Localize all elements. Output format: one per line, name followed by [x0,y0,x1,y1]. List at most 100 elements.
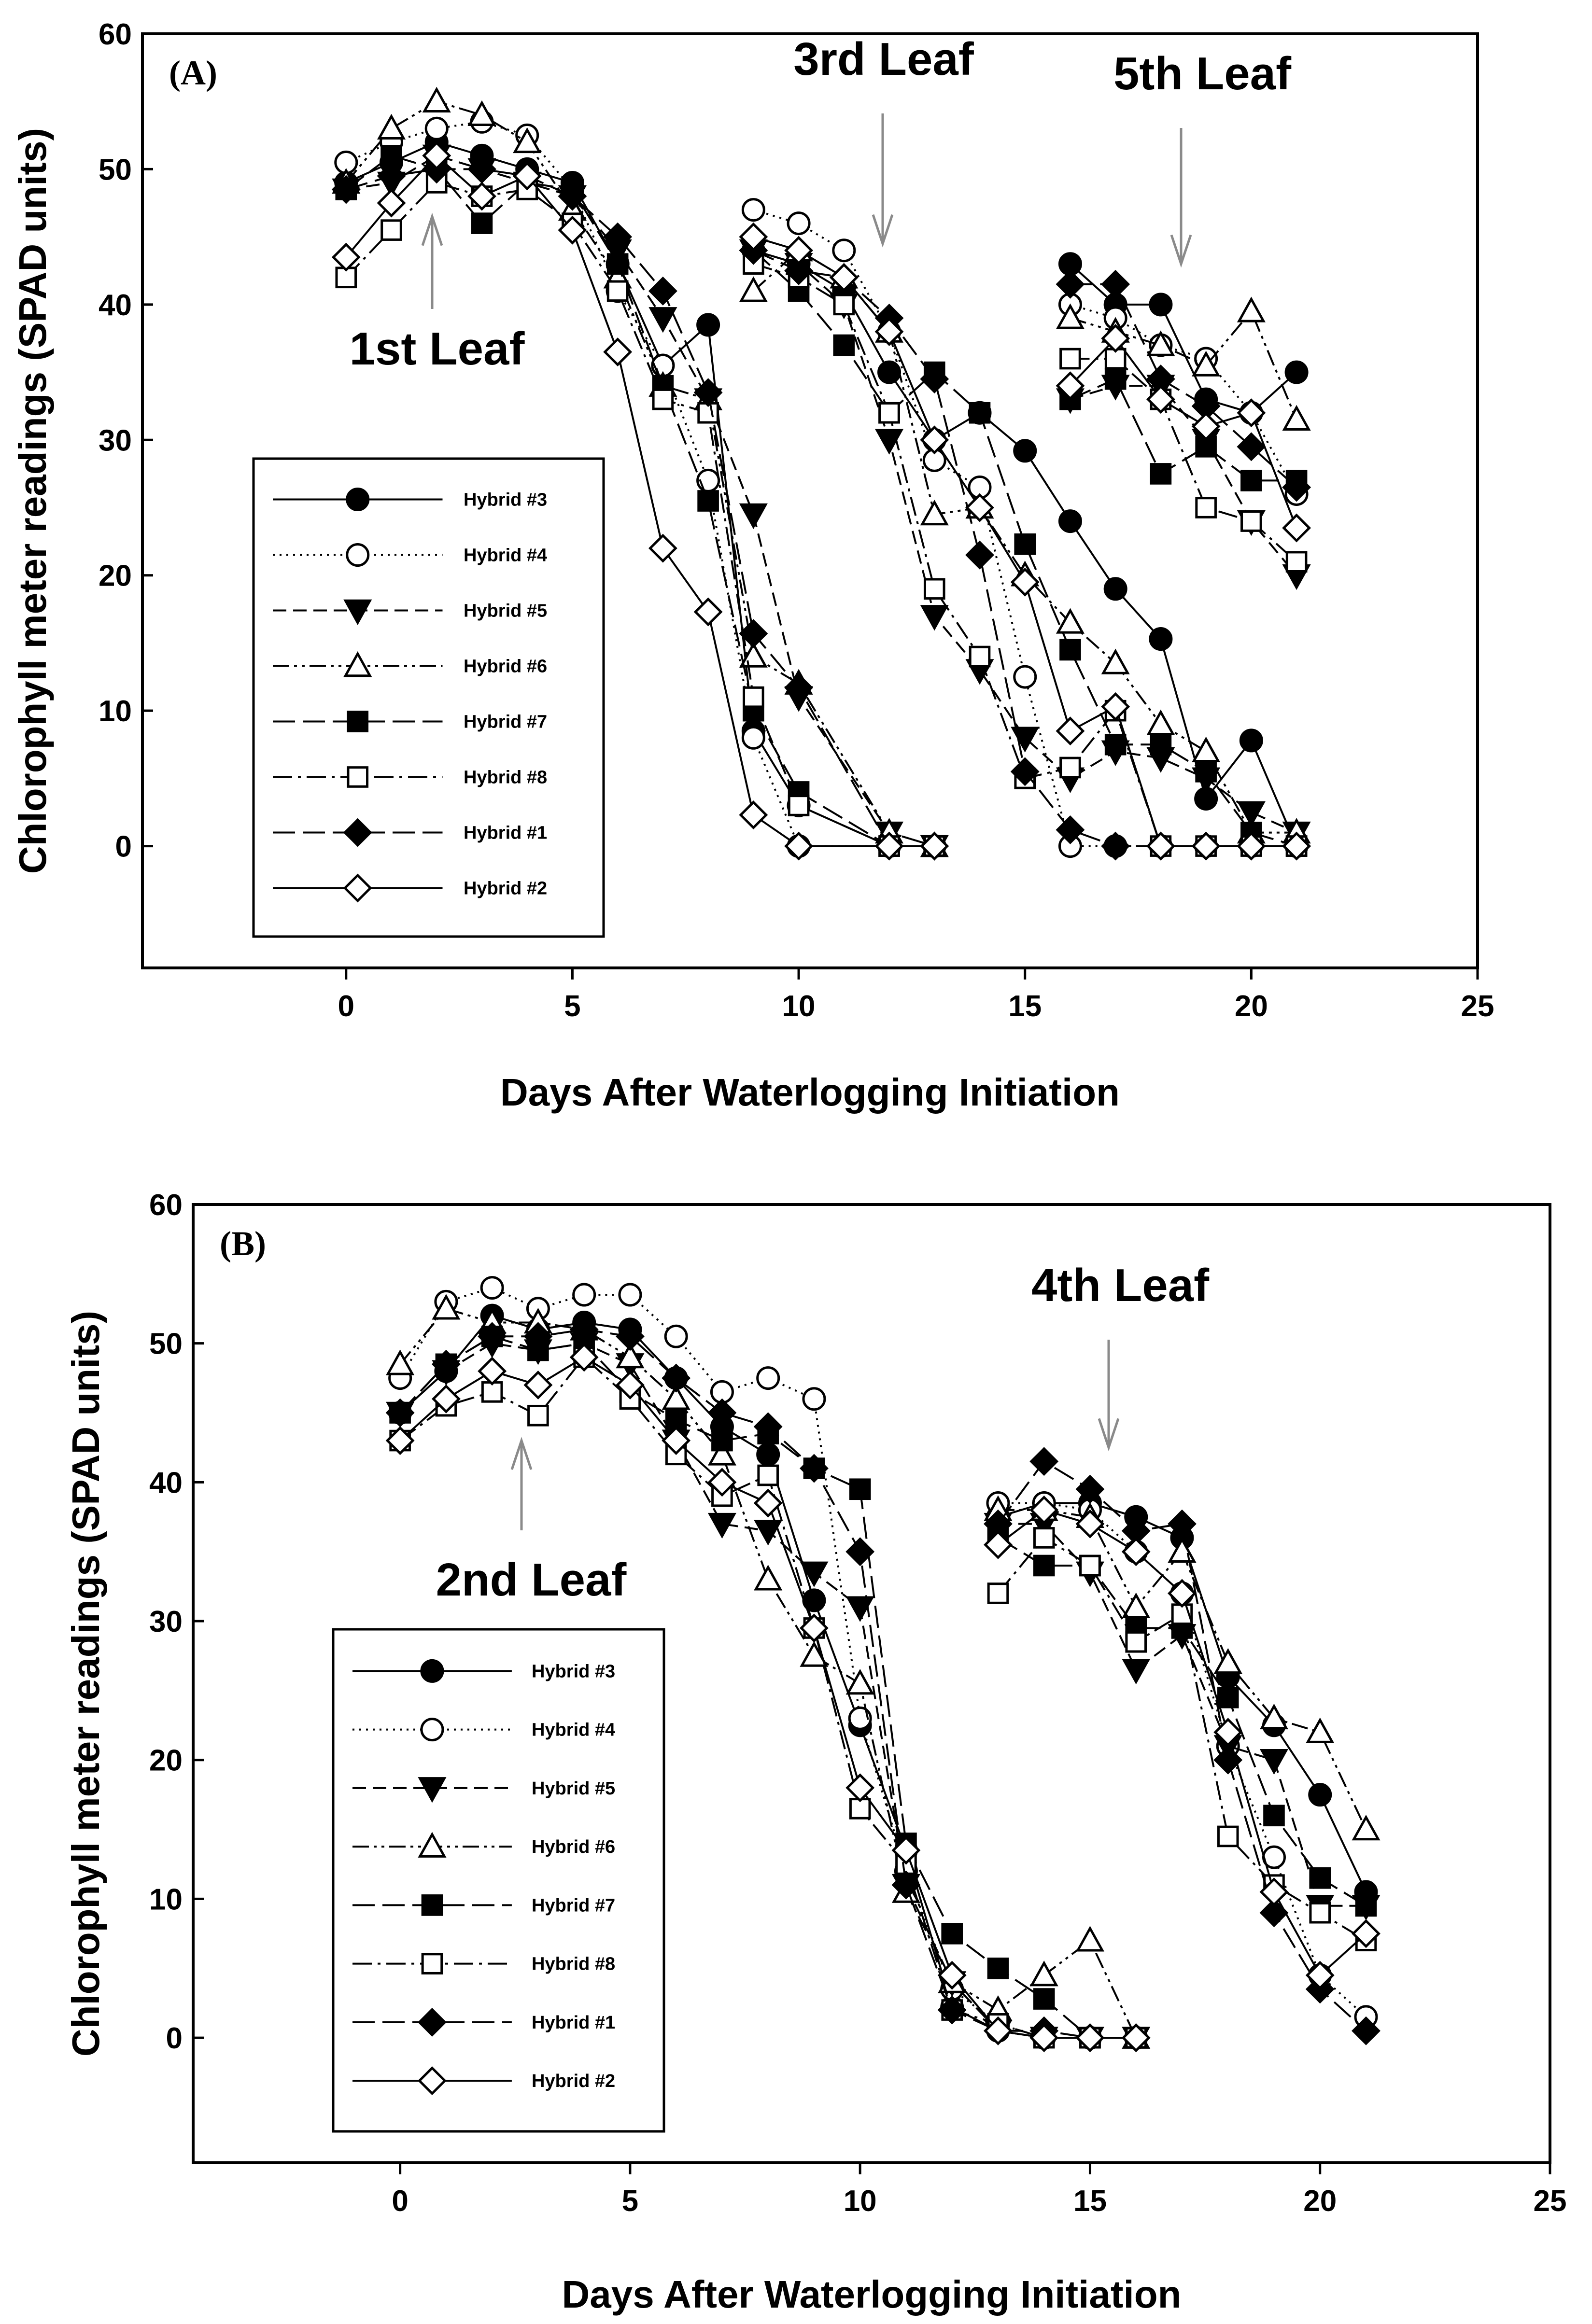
data-point [849,1478,871,1500]
data-point [1075,1926,1105,1952]
data-point [662,1384,690,1410]
data-point [431,1384,461,1414]
data-point [1282,831,1311,861]
x-tick-label: 5 [622,2184,638,2218]
data-point [1195,497,1217,518]
data-point [1213,1718,1243,1747]
data-point [848,1706,872,1730]
data-point [1217,1825,1239,1848]
data-point [424,116,449,140]
data-point [662,1426,691,1455]
data-point [1104,733,1127,756]
y-tick-label: 20 [99,560,132,593]
x-tick-label: 10 [844,2184,877,2218]
data-point [1309,1902,1331,1924]
data-point [987,1582,1009,1604]
data-point [1079,1554,1101,1577]
data-point [1121,2023,1151,2053]
data-point [385,1426,415,1455]
x-tick-label: 15 [1008,990,1042,1023]
x-tick-label: 0 [392,2184,408,2218]
data-point [1239,728,1263,753]
data-point [1121,1537,1151,1567]
data-point [923,578,945,600]
data-point [833,334,855,356]
legend-label: Hybrid #4 [532,1720,615,1740]
data-point [984,2016,1013,2045]
data-point [569,1315,599,1344]
data-point [523,1322,553,1351]
data-point [1010,757,1040,786]
data-point [1146,330,1175,356]
data-point [1305,1960,1335,1990]
legend-label: Hybrid #8 [532,1954,615,1974]
data-point [431,1349,461,1379]
data-point [1101,269,1130,299]
legend-label: Hybrid #6 [532,1837,615,1857]
x-tick-label: 0 [338,990,354,1023]
data-point [331,242,361,272]
data-point [987,1957,1009,1979]
data-point [648,307,677,333]
legend-label: Hybrid #1 [532,2013,615,2033]
x-tick-label: 20 [1235,990,1268,1023]
data-point [1075,1474,1105,1504]
data-point [1192,350,1221,377]
legend-marker [421,1894,443,1916]
plot-frame [141,32,1479,969]
data-point [1192,736,1221,763]
legend-label: Hybrid #3 [532,1661,615,1681]
data-point [527,1404,549,1427]
data-point [756,1442,780,1467]
data-point [739,222,768,252]
data-point [1059,639,1081,661]
legend-label: Hybrid #7 [532,1895,615,1916]
data-point [696,313,720,337]
leaf-annotation: 4th Leaf [1031,1260,1210,1311]
data-point [891,1870,921,1900]
legend-label: Hybrid #7 [464,712,547,732]
series-line [1070,309,1297,420]
legend-marker [347,766,369,788]
data-point [1056,269,1085,299]
data-point [788,795,810,816]
data-point [739,276,768,302]
data-point [664,1324,688,1348]
data-point [1033,1988,1055,2010]
data-point [741,726,765,750]
legend-marker [347,711,369,732]
data-point [799,1454,829,1483]
data-point [1013,665,1037,689]
data-point [569,1343,599,1372]
data-point [1168,1579,1197,1608]
legend-label: Hybrid #2 [464,879,547,899]
data-point [1010,567,1040,597]
data-point [965,540,994,570]
data-point [1101,324,1130,353]
data-point [1240,510,1262,532]
data-point [787,211,811,236]
data-point [711,1429,733,1452]
panel-label: (A) [169,54,217,92]
data-point [471,212,493,234]
y-tick-label: 10 [99,695,132,728]
data-point [467,100,496,126]
legend-marker [343,651,372,677]
arrow-head [510,1437,533,1470]
data-point [739,800,768,830]
data-point [920,425,949,455]
data-point [652,388,674,410]
legend-label: Hybrid #5 [532,1778,615,1799]
data-point [1352,2016,1381,2045]
data-point [845,1669,874,1695]
data-point [941,1923,963,1945]
data-point [877,360,902,384]
y-tick-label: 40 [149,1466,183,1499]
data-point [1104,368,1127,390]
data-point [743,686,764,708]
data-point [1029,1495,1059,1525]
data-point [707,1468,737,1497]
data-point [377,113,406,140]
data-point [739,619,768,648]
data-point [385,1398,415,1428]
